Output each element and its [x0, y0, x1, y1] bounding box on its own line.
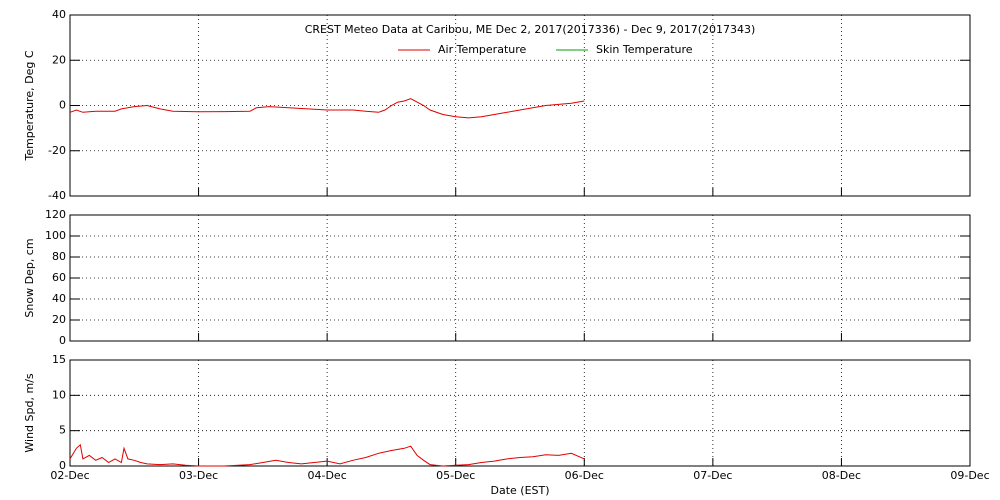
x-tick-label: 06-Dec	[565, 469, 604, 482]
legend-label: Skin Temperature	[596, 43, 693, 56]
x-tick-label: 03-Dec	[179, 469, 218, 482]
y-tick-label: 0	[59, 459, 66, 472]
x-tick-label: 05-Dec	[436, 469, 475, 482]
y-tick-label: 40	[52, 292, 66, 305]
y-tick-label: 80	[52, 250, 66, 263]
y-tick-label: 40	[52, 8, 66, 21]
x-tick-label: 07-Dec	[693, 469, 732, 482]
y-tick-label: 20	[52, 313, 66, 326]
y-tick-label: 0	[59, 334, 66, 347]
x-tick-label: 02-Dec	[50, 469, 89, 482]
data-line	[69, 98, 585, 119]
plot-frame	[69, 214, 971, 342]
chart-title: CREST Meteo Data at Caribou, ME Dec 2, 2…	[305, 23, 756, 36]
y-axis-label: Wind Spd, m/s	[23, 373, 36, 453]
plot-frame	[69, 14, 971, 197]
y-tick-label: 5	[59, 424, 66, 437]
data-line	[69, 443, 585, 467]
y-tick-label: 20	[52, 53, 66, 66]
plot-frame	[69, 359, 971, 467]
y-axis-label: Snow Dep, cm	[23, 238, 36, 317]
x-axis-label: Date (EST)	[490, 484, 549, 497]
x-tick-label: 08-Dec	[822, 469, 861, 482]
x-tick-label: 09-Dec	[950, 469, 989, 482]
y-tick-label: 10	[52, 388, 66, 401]
y-tick-label: 100	[45, 229, 66, 242]
y-axis-label: Temperature, Deg C	[23, 50, 36, 161]
y-tick-label: 120	[45, 208, 66, 221]
x-tick-label: 04-Dec	[308, 469, 347, 482]
y-tick-label: 15	[52, 353, 66, 366]
y-tick-label: -40	[48, 189, 66, 202]
y-tick-label: 60	[52, 271, 66, 284]
legend-label: Air Temperature	[438, 43, 527, 56]
y-tick-label: 0	[59, 99, 66, 112]
y-tick-label: -20	[48, 144, 66, 157]
